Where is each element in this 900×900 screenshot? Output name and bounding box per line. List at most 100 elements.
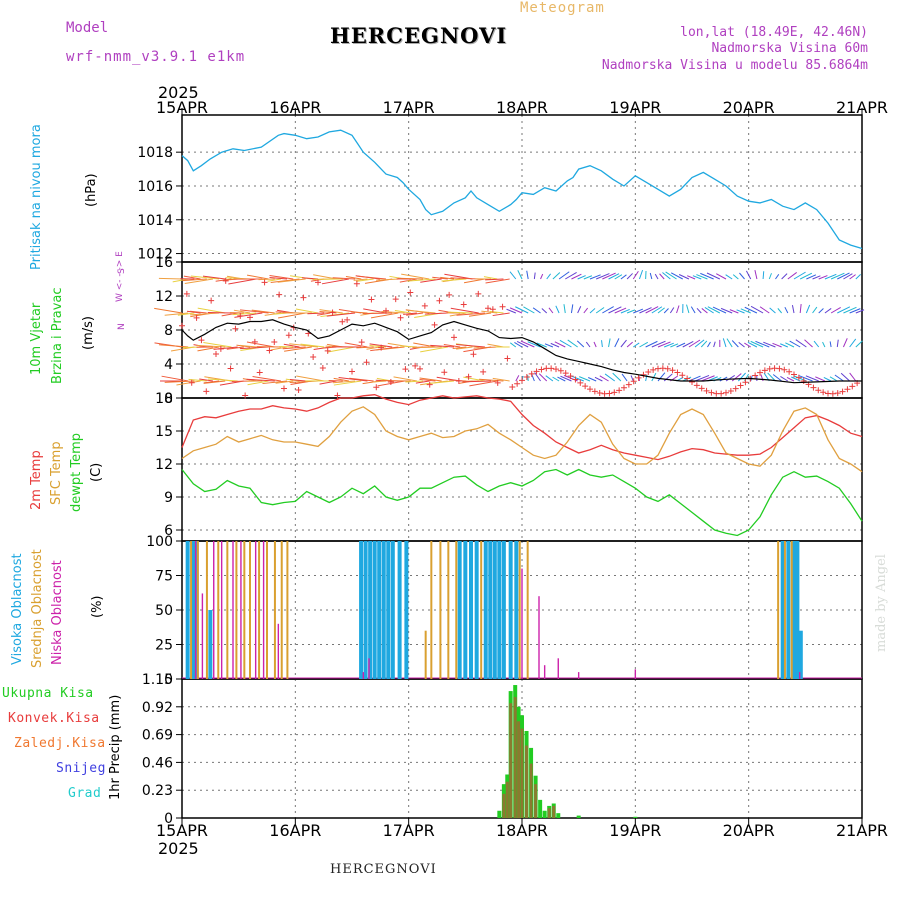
wind-arrow xyxy=(516,340,529,348)
legend-total-rain: Ukupna Kisa xyxy=(2,686,94,701)
y-tick-label: 1018 xyxy=(137,145,173,161)
wind-dir-marker xyxy=(689,378,695,385)
wind-arrow xyxy=(481,310,498,314)
y-tick-label: 0.92 xyxy=(142,700,173,716)
wind-arrow xyxy=(183,275,201,280)
wind-arrow xyxy=(659,273,665,280)
wind-arrow xyxy=(716,273,727,280)
x-tick-label-bottom: 16APR xyxy=(269,821,321,840)
wind-arrow xyxy=(700,340,708,348)
wind-arrow xyxy=(565,272,577,280)
wind-dir-marker xyxy=(271,339,278,346)
wind-dir-marker xyxy=(494,379,501,386)
wind-dir-marker xyxy=(373,384,380,391)
wind-arrow xyxy=(450,277,479,280)
wind-arrow xyxy=(620,339,627,348)
wind-arrow xyxy=(370,312,399,319)
wind-arrow xyxy=(509,271,517,280)
wind-dir-marker xyxy=(417,365,423,372)
wind-arrow xyxy=(450,307,479,314)
low-cloud-bar xyxy=(262,541,265,679)
wind-arrow xyxy=(799,303,802,314)
wind-arrow xyxy=(663,342,674,348)
wind-arrow xyxy=(818,308,824,314)
wind-dir-marker xyxy=(208,297,215,304)
mid-cloud-bar xyxy=(280,541,283,679)
model-name: wrf-nmm_v3.9.1 e1km xyxy=(66,49,246,65)
low-cloud-bar xyxy=(254,541,257,679)
wind-arrow xyxy=(158,277,183,280)
wind-arrow xyxy=(199,378,213,382)
wind-arrow xyxy=(626,309,636,314)
wind-arrow xyxy=(338,377,368,382)
wind-arrow xyxy=(405,380,424,383)
low-cloud-bar xyxy=(213,541,215,679)
wind-arrow xyxy=(319,380,337,385)
wind-arrow xyxy=(855,340,863,348)
wind-dir-marker xyxy=(587,386,593,393)
wind-arrow xyxy=(432,276,448,280)
wind-arrow xyxy=(713,341,716,348)
wind-arrow xyxy=(247,380,269,386)
x-tick-label-top: 16APR xyxy=(269,98,321,117)
wind-arrow xyxy=(190,310,207,314)
wind-arrow xyxy=(579,376,591,382)
wind-dir-marker xyxy=(752,372,759,379)
wind-arrow xyxy=(692,275,702,280)
wind-arrow xyxy=(855,274,861,280)
wind-speed-line xyxy=(181,319,862,384)
wind-dir-marker xyxy=(237,312,244,319)
wind-arrow xyxy=(469,380,498,387)
wind-arrow xyxy=(645,306,659,314)
wind-arrow xyxy=(296,375,325,382)
wind-arrow xyxy=(670,272,683,280)
wind-arrow xyxy=(246,274,269,280)
year-bottom: 2025 xyxy=(158,839,199,858)
convective-precip-bar xyxy=(520,728,524,818)
wind-dir-marker xyxy=(625,381,632,388)
wind-dir-marker xyxy=(188,379,195,386)
wind-arrow xyxy=(843,306,857,314)
wind-arrow xyxy=(805,375,819,382)
wind-arrow xyxy=(232,312,257,316)
wind-dir-marker xyxy=(213,350,219,357)
wind-arrow xyxy=(462,380,492,383)
wind-arrow xyxy=(750,340,764,348)
wind-arrow xyxy=(626,341,633,348)
wind-arrow xyxy=(463,278,485,284)
wind-arrow xyxy=(849,338,857,348)
wind-arrow xyxy=(463,376,485,382)
wind-dir-marker xyxy=(795,374,802,381)
wind-arrow xyxy=(197,346,220,352)
wind-arrow xyxy=(552,376,560,382)
wind-arrow xyxy=(277,312,306,319)
wind-arrow xyxy=(326,312,356,317)
wind-arrow xyxy=(729,309,739,314)
wind-arrow xyxy=(593,341,597,348)
wind-arrow xyxy=(639,341,649,348)
y-tick-label: 1016 xyxy=(137,179,173,195)
convective-precip-bar xyxy=(509,703,513,818)
wind-arrow xyxy=(489,310,504,314)
wind-arrow xyxy=(258,278,275,281)
wind-arrow xyxy=(492,377,510,382)
wind-arrow xyxy=(775,273,780,280)
station-elevation: Nadmorska Visina 60m xyxy=(711,41,868,56)
wind-arrow xyxy=(651,306,663,314)
wind-dir-marker xyxy=(829,390,836,397)
sfc-temp-series-line xyxy=(181,406,863,473)
wind-arrow xyxy=(849,308,861,314)
wind-dir-marker xyxy=(737,382,744,389)
wind-arrow xyxy=(349,377,374,382)
x-tick-label-bottom: 21APR xyxy=(836,821,888,840)
wind-arrow xyxy=(595,273,610,280)
high-cloud-bar xyxy=(492,541,497,679)
wind-arrow xyxy=(208,378,238,382)
wind-arrow xyxy=(632,342,640,348)
wind-arrow xyxy=(823,377,832,382)
mid-cloud-bar xyxy=(226,541,229,679)
wind-arrow xyxy=(781,273,788,280)
wind-arrow xyxy=(534,372,541,382)
wind-arrow xyxy=(510,342,517,348)
total-precip-bar xyxy=(633,816,638,818)
